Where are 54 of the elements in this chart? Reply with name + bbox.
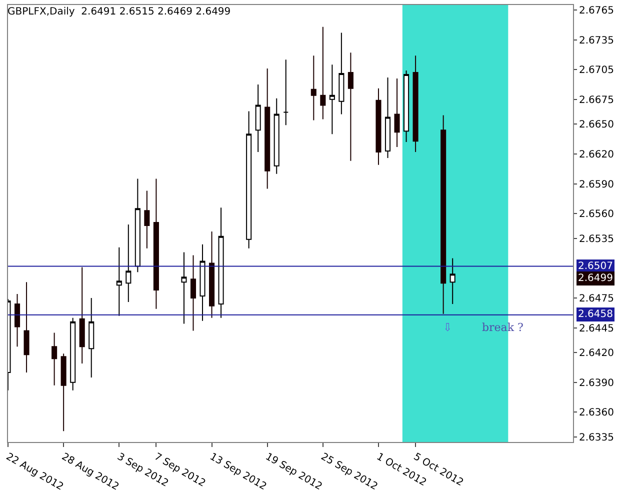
- text: 2.6499: [578, 273, 613, 284]
- y-tick-label: 2.6590: [579, 179, 614, 190]
- y-tick-label: 2.6650: [579, 120, 614, 131]
- candlestick: [200, 244, 206, 322]
- candlestick: [126, 224, 132, 302]
- y-tick-label: 2.6675: [579, 94, 614, 106]
- candlestick: [394, 78, 400, 148]
- candlestick: [190, 254, 196, 332]
- candlestick: [153, 178, 159, 310]
- candlestick: [274, 98, 280, 174]
- candlestick: [283, 59, 289, 126]
- y-tick-label: 2.6390: [579, 378, 614, 389]
- candlestick: [24, 282, 30, 373]
- candlestick: [255, 84, 261, 152]
- candlestick: [348, 52, 354, 162]
- candlestick: [88, 297, 94, 378]
- candlestick: [246, 110, 252, 249]
- candlestick: [440, 114, 446, 314]
- candlestick: [70, 317, 76, 391]
- candlestick: [14, 294, 20, 348]
- y-tick-label: 2.6445: [579, 323, 614, 334]
- y-tick-label: 2.6705: [579, 65, 614, 76]
- candlestick: [218, 207, 224, 318]
- candlestick: [412, 55, 418, 152]
- candlestick: [404, 70, 410, 143]
- candlestick: [450, 258, 456, 304]
- candlestick: [144, 190, 150, 249]
- candlestick: [60, 353, 66, 432]
- y-tick-label: 2.6360: [579, 408, 614, 419]
- candlestick: [329, 64, 335, 135]
- candlestick: [384, 77, 391, 158]
- annotation: ⇩: [443, 321, 452, 334]
- candlestick: [79, 266, 85, 364]
- candlestick: [116, 246, 122, 316]
- ref-line-label: 2.6507: [578, 261, 613, 272]
- candlestick: [181, 252, 187, 324]
- y-tick-label: 2.6420: [579, 348, 614, 360]
- candlestick: [264, 68, 270, 190]
- candlestick: [310, 55, 316, 121]
- chart-title: GBPLFX,Daily 2.6491 2.6515 2.6469 2.6499: [8, 6, 231, 18]
- candlestick: [52, 332, 58, 386]
- y-tick-label: 2.6475: [579, 293, 614, 304]
- y-tick-label: 2.6765: [579, 5, 614, 16]
- y-tick-label: 2.6335: [579, 432, 614, 444]
- candlestick: [320, 26, 326, 120]
- y-tick-label: 2.6735: [579, 35, 614, 46]
- y-tick-label: 2.6560: [579, 209, 614, 220]
- ref-line-label: 2.6458: [578, 309, 613, 320]
- candlestick: [376, 88, 382, 166]
- y-tick-label: 2.6535: [579, 234, 614, 245]
- candlestick: [134, 178, 140, 273]
- candlestick: [338, 32, 344, 115]
- candlestick: [209, 230, 215, 318]
- y-tick-label: 2.6620: [579, 149, 614, 160]
